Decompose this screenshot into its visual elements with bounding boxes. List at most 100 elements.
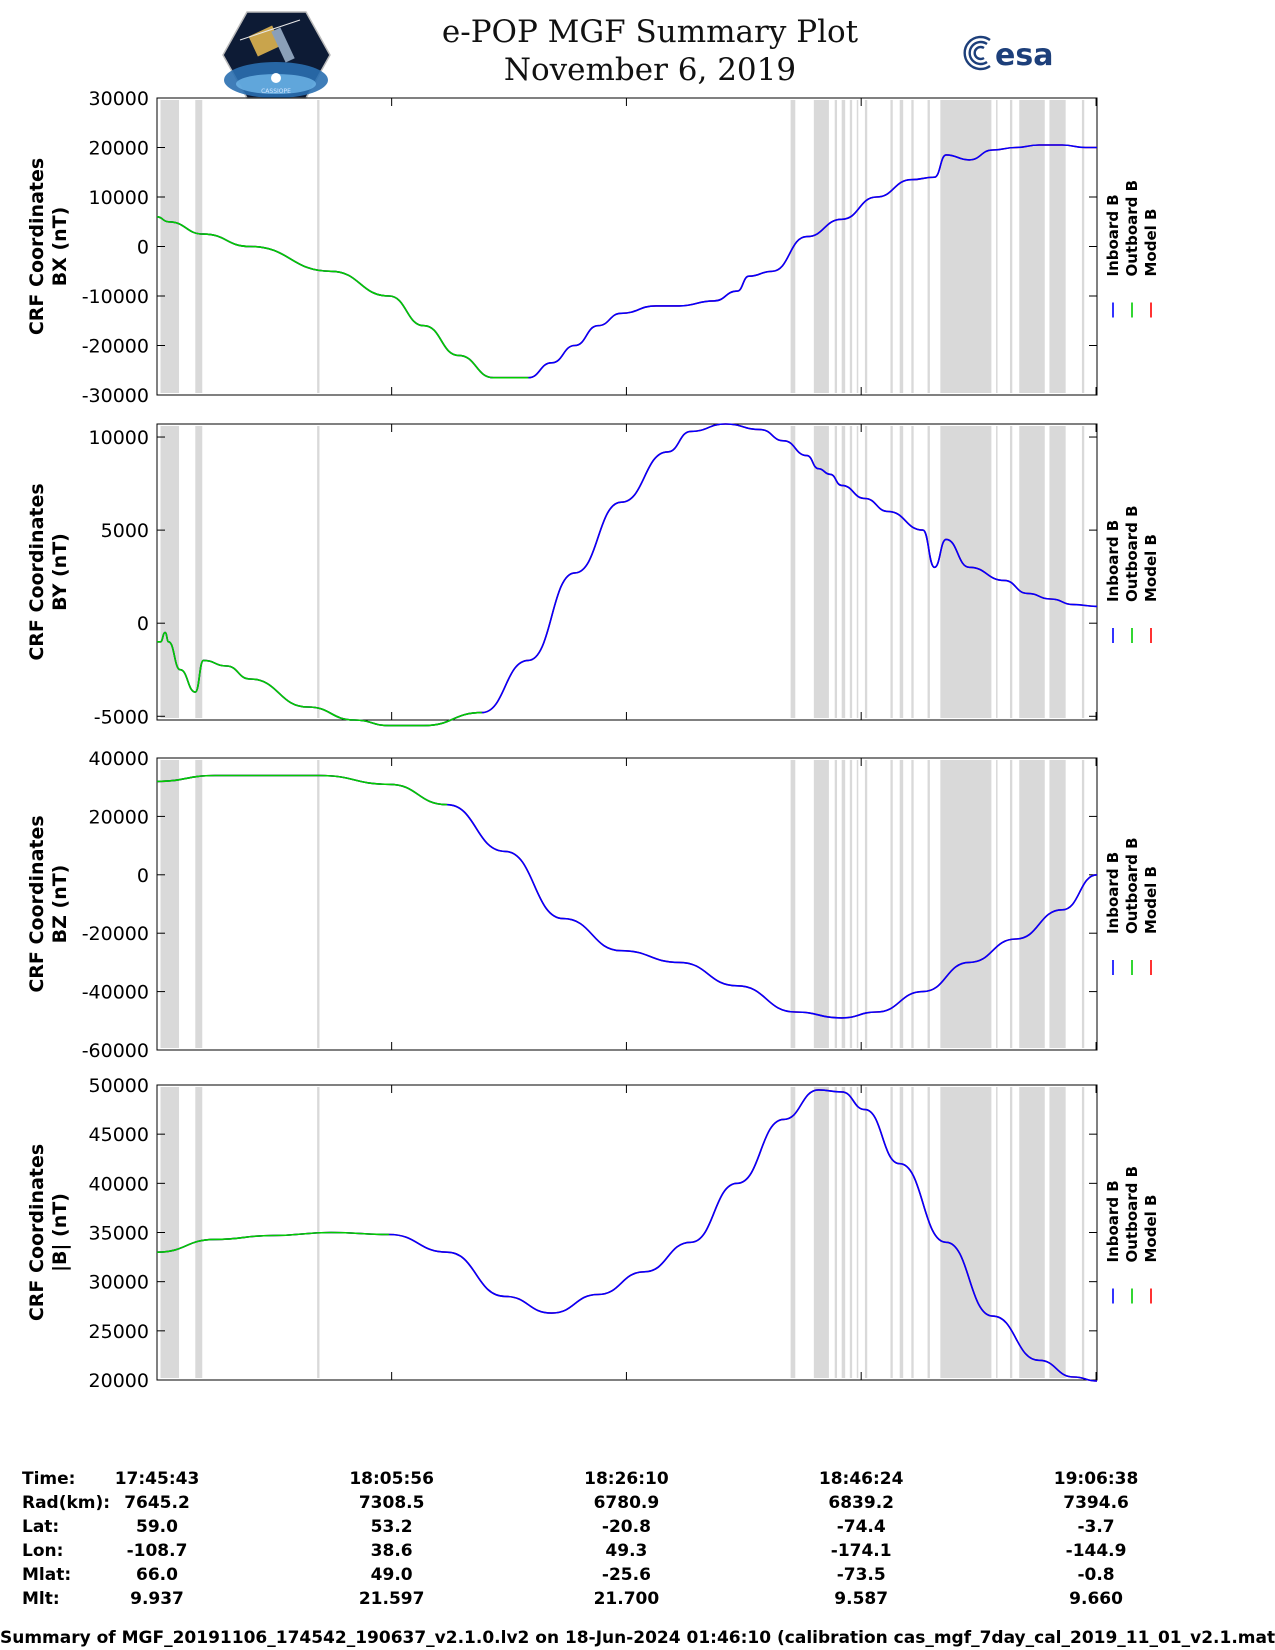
cell-lon: -108.7	[126, 1541, 188, 1561]
summary-caption: Summary of MGF_20191106_174542_190637_v2…	[0, 1628, 1275, 1648]
gap-shade	[940, 1087, 992, 1378]
gap-shade	[890, 760, 893, 1048]
y-tick-label: -5000	[94, 706, 149, 728]
gap-shade	[1019, 100, 1045, 393]
gap-shade	[940, 760, 992, 1048]
gap-shade	[899, 760, 904, 1048]
cell-radius: 6780.9	[593, 1493, 660, 1513]
gap-shade	[834, 760, 838, 1048]
cell-lat: 53.2	[370, 1517, 413, 1537]
gap-shade	[856, 100, 859, 393]
row-label-radius: Rad(km):	[22, 1493, 111, 1513]
esa-logo: esa	[963, 35, 1053, 73]
gap-shade	[1049, 1087, 1066, 1378]
gap-shade	[195, 1087, 203, 1378]
cell-time: 17:45:43	[114, 1469, 200, 1489]
cell-mlat: -25.6	[601, 1565, 651, 1585]
legend-label: Inboard B	[1104, 1180, 1122, 1262]
cell-radius: 6839.2	[828, 1493, 894, 1513]
gap-shade	[864, 760, 868, 1048]
panel-2: -5000 0 5000 10000 CRF CoordinatesBY (nT) Inb…	[26, 423, 1160, 728]
cell-radius: 7394.6	[1063, 1493, 1129, 1513]
cell-mlt: 9.587	[834, 1589, 889, 1609]
cell-mlat: 49.0	[370, 1565, 413, 1585]
gap-shade	[834, 100, 838, 393]
gap-shade	[317, 760, 320, 1048]
y-axis-label-line1: CRF Coordinates	[26, 815, 48, 992]
gap-shade	[160, 426, 180, 718]
y-tick-label: 35000	[89, 1223, 149, 1245]
esa-logo-text: esa	[995, 38, 1053, 73]
y-axis-label-line1: CRF Coordinates	[26, 483, 48, 660]
panel-1: -30000 -20000 -10000 0 10000 20000 30000 CRF Co…	[26, 88, 1160, 407]
gap-shade	[195, 426, 203, 718]
y-tick-label: 20000	[89, 138, 149, 160]
gap-shade	[841, 760, 846, 1048]
legend-label: Inboard B	[1104, 520, 1122, 602]
cassiope-logo: CASSIOPE	[222, 11, 331, 99]
y-tick-label: 40000	[89, 748, 149, 770]
y-tick-label: 50000	[89, 1075, 149, 1097]
y-tick-label: 20000	[89, 1370, 149, 1392]
series-outboard-b	[156, 774, 448, 806]
cell-mlat: 66.0	[136, 1565, 178, 1585]
y-tick-label: 30000	[89, 88, 149, 110]
legend-label: Outboard B	[1123, 837, 1141, 934]
gap-shade	[849, 100, 853, 393]
cell-mlat: -73.5	[836, 1565, 886, 1585]
cell-lon: -144.9	[1065, 1541, 1127, 1561]
y-tick-label: 10000	[89, 187, 149, 209]
gap-shade	[1081, 100, 1085, 393]
cell-time: 18:26:10	[584, 1469, 669, 1489]
cell-lat: -74.4	[836, 1517, 886, 1537]
cell-lon: 38.6	[370, 1541, 413, 1561]
series-outboard-b	[156, 1231, 390, 1253]
gap-shade	[834, 1087, 838, 1378]
panel-4: 20000 25000 30000 35000 40000 45000 50000 CRF C…	[26, 1075, 1160, 1392]
y-tick-label: 20000	[89, 806, 149, 828]
gap-shade	[996, 100, 998, 393]
legend-label: Model B	[1142, 534, 1160, 602]
gap-shade	[1009, 100, 1013, 393]
gap-shade	[1009, 426, 1013, 718]
gap-shade	[864, 426, 868, 718]
panel-3: -60000 -40000 -20000 0 20000 40000 CRF Coordin…	[26, 748, 1160, 1062]
plot-date: November 6, 2019	[503, 52, 797, 88]
gap-shade	[996, 426, 998, 718]
gap-shade	[856, 760, 859, 1048]
y-tick-label: 25000	[89, 1321, 149, 1343]
row-label-time: Time:	[22, 1469, 76, 1489]
y-tick-label: 5000	[101, 520, 149, 542]
y-axis-label-line2: BZ (nT)	[49, 865, 71, 944]
series-outboard-b	[156, 216, 529, 379]
y-axis-label-line2: BY (nT)	[49, 533, 71, 611]
cell-lon: 49.3	[605, 1541, 648, 1561]
y-tick-label: 0	[137, 865, 149, 887]
gap-shade	[899, 100, 904, 393]
y-tick-label: 0	[137, 237, 149, 259]
cell-mlt: 21.597	[358, 1589, 425, 1609]
y-axis-label: CRF CoordinatesBZ (nT)	[26, 815, 71, 992]
gap-shade	[911, 426, 914, 718]
gap-shade	[927, 760, 930, 1048]
y-tick-label: 10000	[89, 427, 149, 449]
gap-shade	[813, 426, 829, 718]
gap-shade	[834, 426, 838, 718]
cell-lat: -3.7	[1077, 1517, 1115, 1537]
cell-lat: -20.8	[601, 1517, 651, 1537]
gap-shade	[317, 100, 320, 393]
y-tick-label: -10000	[82, 286, 149, 308]
gap-shade	[856, 1087, 859, 1378]
cell-time: 19:06:38	[1053, 1469, 1139, 1489]
gap-shade	[940, 100, 992, 393]
cell-radius: 7308.5	[358, 1493, 425, 1513]
gap-shade	[890, 1087, 893, 1378]
y-tick-label: 40000	[89, 1173, 149, 1195]
legend-label: Outboard B	[1123, 180, 1141, 277]
cell-mlt: 9.937	[130, 1589, 184, 1609]
y-axis-label-line2: BX (nT)	[49, 207, 71, 287]
row-label-mlat: Mlat:	[22, 1565, 72, 1585]
gap-shade	[911, 1087, 914, 1378]
gap-shade	[856, 426, 859, 718]
